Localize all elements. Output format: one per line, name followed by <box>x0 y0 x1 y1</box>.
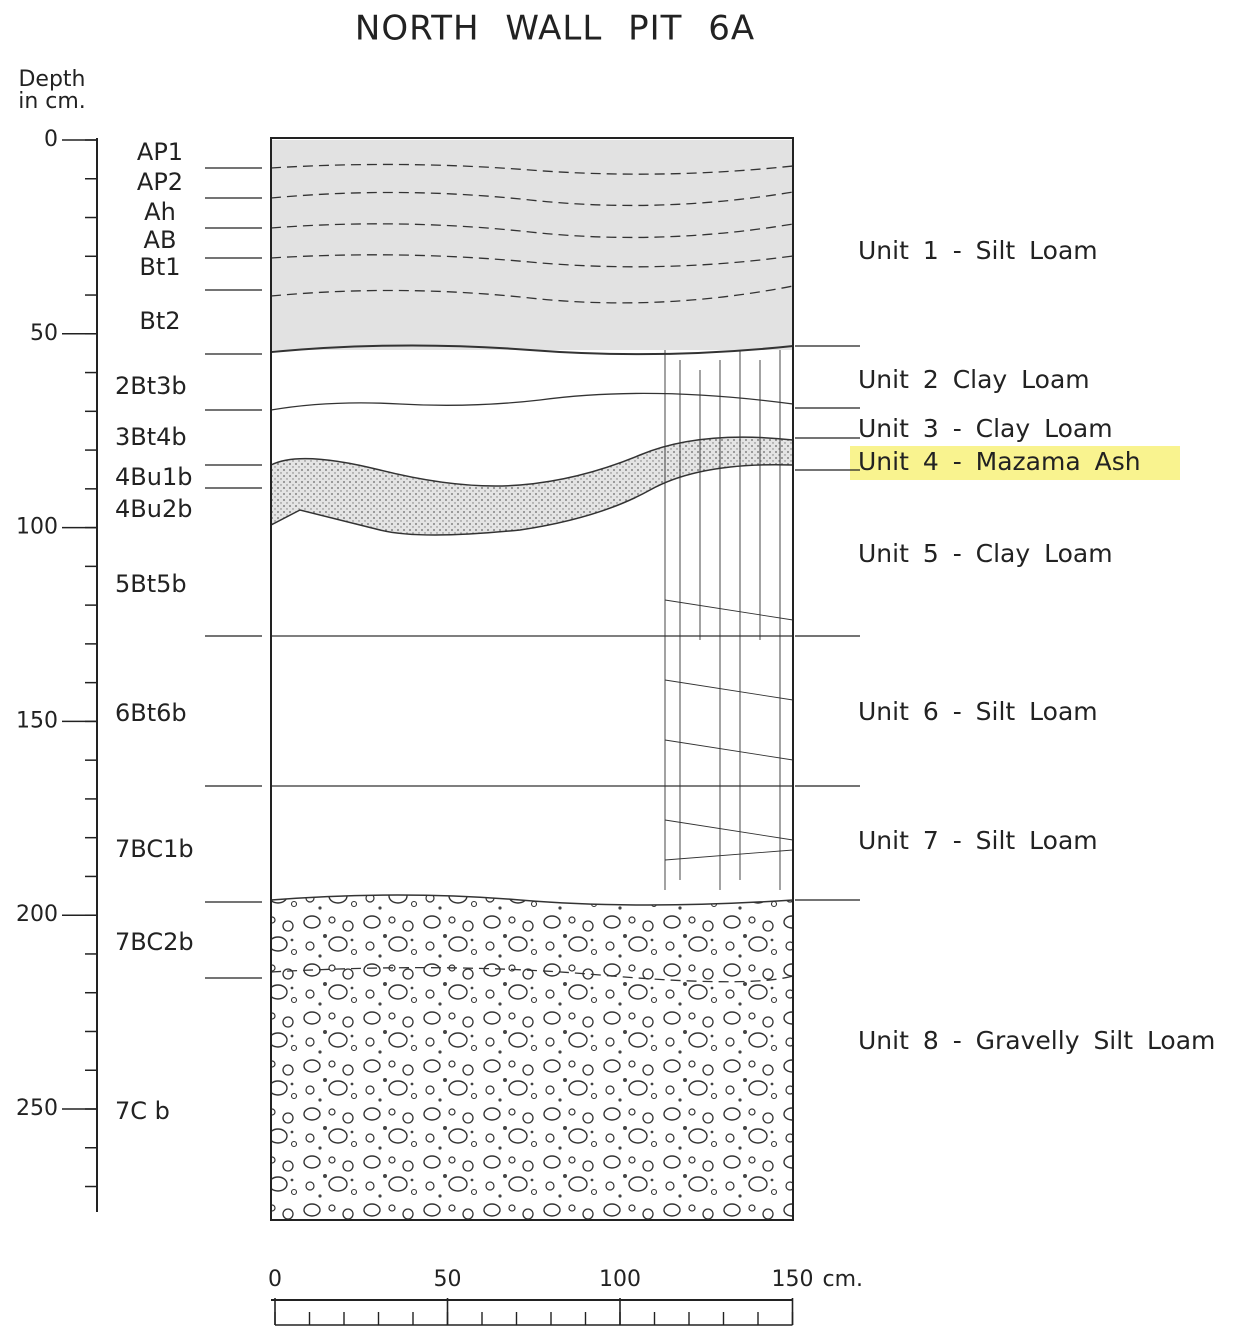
scale-label: 50 <box>434 1267 462 1292</box>
title: NORTH WALL PIT 6A <box>355 9 755 49</box>
horizon-label: AB <box>144 226 177 254</box>
horizon-label: 7BC1b <box>115 835 194 863</box>
horizon-label: AP1 <box>137 138 183 166</box>
horizon-label: 2Bt3b <box>115 372 187 400</box>
ash-band <box>270 436 794 536</box>
unit-label: Unit 6 - Silt Loam <box>858 697 1098 726</box>
unit-label: Unit 8 - Gravelly Silt Loam <box>858 1026 1215 1055</box>
scale-label: 150 <box>772 1267 814 1292</box>
unit-label: Unit 3 - Clay Loam <box>858 414 1113 443</box>
unit1-fill <box>271 140 793 350</box>
horizon-label: 7C b <box>115 1097 170 1125</box>
unit-label: Unit 1 - Silt Loam <box>858 236 1098 265</box>
depth-label: Depth <box>18 67 85 92</box>
unit-label: Unit 5 - Clay Loam <box>858 539 1113 568</box>
scale-unit: cm. <box>823 1267 864 1292</box>
scale-label: 100 <box>599 1267 641 1292</box>
gravel <box>270 894 794 1221</box>
unit-label: Unit 2 Clay Loam <box>858 365 1090 394</box>
depth-tick-label: 250 <box>16 1096 58 1121</box>
depth-tick-label: 100 <box>16 515 58 540</box>
unit-label: Unit 7 - Silt Loam <box>858 826 1098 855</box>
depth-label: in cm. <box>18 89 86 114</box>
horizon-label: Bt2 <box>139 307 180 335</box>
horizon-label: Bt1 <box>139 253 180 281</box>
horizon-label: Ah <box>144 198 176 226</box>
scale-label: 0 <box>268 1267 282 1292</box>
horizon-label: 7BC2b <box>115 928 194 956</box>
depth-tick-label: 150 <box>16 708 58 733</box>
horizon-label: 4Bu1b <box>115 463 192 491</box>
boundaries <box>270 163 794 983</box>
depth-tick-label: 0 <box>44 127 58 152</box>
horizon-label: 6Bt6b <box>115 699 187 727</box>
horizon-label: 3Bt4b <box>115 423 187 451</box>
horizon-label: 5Bt5b <box>115 570 187 598</box>
depth-tick-label: 200 <box>16 902 58 927</box>
profile-box <box>270 137 794 1221</box>
depth-tick-label: 50 <box>30 321 58 346</box>
unit-label: Unit 4 - Mazama Ash <box>858 447 1141 476</box>
horizon-label: AP2 <box>137 168 183 196</box>
horizon-label: 4Bu2b <box>115 495 192 523</box>
